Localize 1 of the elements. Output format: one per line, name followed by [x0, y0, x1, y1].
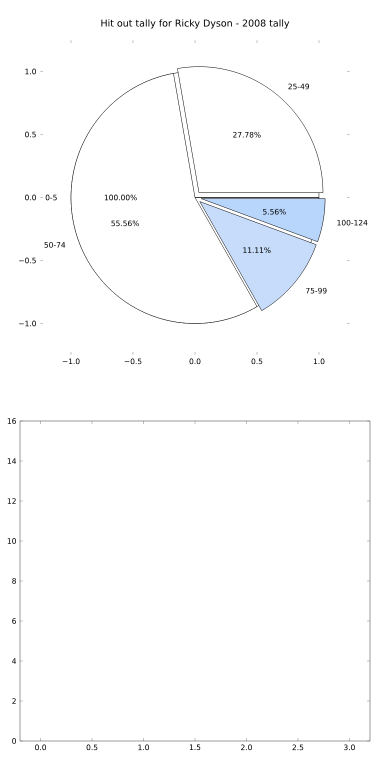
- chart-title: Hit out tally for Ricky Dyson - 2008 tally: [101, 19, 290, 28]
